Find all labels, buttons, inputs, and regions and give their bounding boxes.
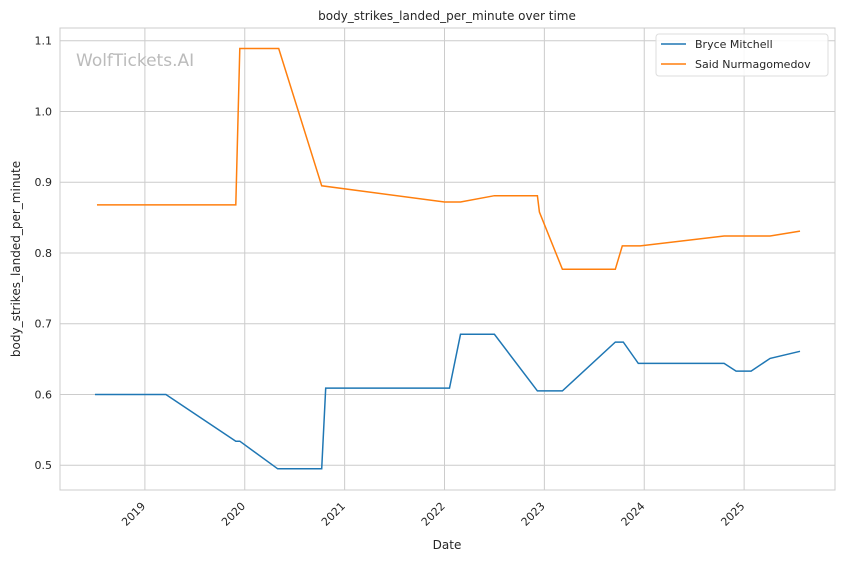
- y-axis-label: body_strikes_landed_per_minute: [9, 161, 23, 357]
- y-tick-label: 1.0: [35, 105, 53, 118]
- legend: Bryce Mitchell Said Nurmagomedov: [656, 34, 828, 76]
- x-tick-label: 2021: [319, 500, 348, 529]
- plot-frame: [60, 28, 835, 490]
- y-tick-label: 0.9: [35, 176, 53, 189]
- x-tick-label: 2022: [419, 500, 448, 529]
- series-line-said-nurmagomedov: [97, 49, 800, 270]
- legend-label-said: Said Nurmagomedov: [695, 58, 811, 71]
- series-line-bryce-mitchell: [95, 334, 800, 469]
- y-tick-label: 0.6: [35, 388, 53, 401]
- y-tick-label: 0.8: [35, 247, 53, 260]
- legend-label-bryce: Bryce Mitchell: [695, 38, 773, 51]
- y-tick-label: 1.1: [35, 35, 53, 48]
- y-tick-label: 0.7: [35, 318, 53, 331]
- chart-title: body_strikes_landed_per_minute over time: [318, 9, 576, 23]
- x-tick-label: 2020: [219, 500, 248, 529]
- x-tick-label: 2023: [519, 500, 548, 529]
- x-tick-label: 2024: [619, 500, 648, 529]
- watermark: WolfTickets.AI: [76, 51, 194, 71]
- x-tick-label: 2025: [718, 500, 747, 529]
- y-tick-label: 0.5: [35, 459, 53, 472]
- x-tick-label: 2019: [119, 500, 148, 529]
- x-axis-label: Date: [433, 538, 462, 552]
